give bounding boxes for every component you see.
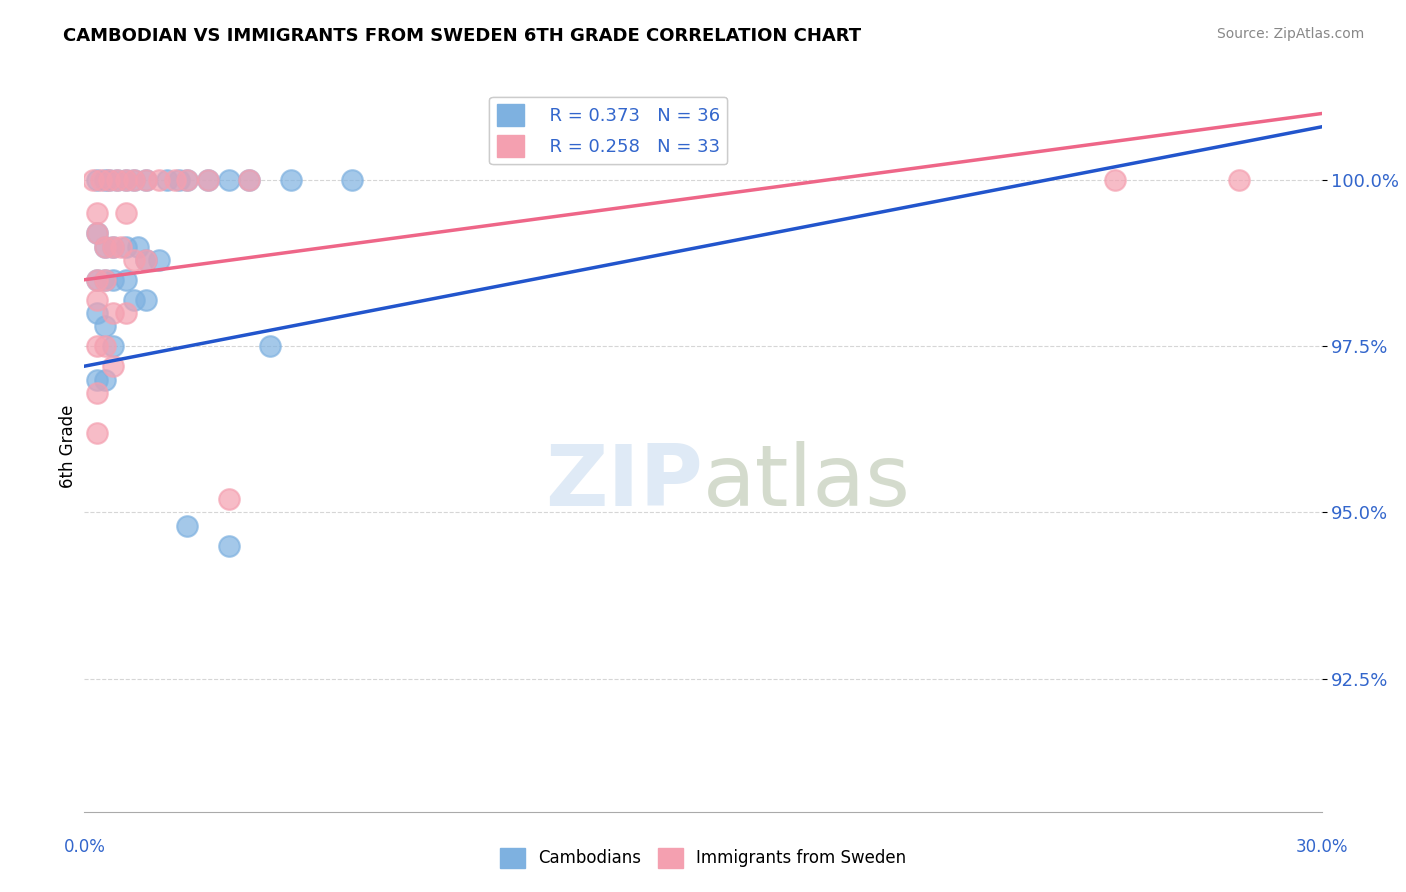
Point <box>98 173 121 187</box>
Point <box>259 339 281 353</box>
Point <box>98 173 121 187</box>
Point <box>110 239 132 253</box>
Point <box>114 206 136 220</box>
Point <box>148 252 170 267</box>
Point <box>114 306 136 320</box>
Point <box>127 239 149 253</box>
Text: CAMBODIAN VS IMMIGRANTS FROM SWEDEN 6TH GRADE CORRELATION CHART: CAMBODIAN VS IMMIGRANTS FROM SWEDEN 6TH … <box>63 27 862 45</box>
Point <box>82 173 104 187</box>
Text: ZIP: ZIP <box>546 441 703 524</box>
Y-axis label: 6th Grade: 6th Grade <box>59 404 77 488</box>
Point <box>94 273 117 287</box>
Point <box>86 385 108 400</box>
Point <box>176 173 198 187</box>
Point <box>103 359 125 374</box>
Point <box>86 226 108 240</box>
Point <box>103 339 125 353</box>
Point <box>86 306 108 320</box>
Point <box>122 173 145 187</box>
Point <box>86 425 108 440</box>
Text: 30.0%: 30.0% <box>1295 838 1348 856</box>
Point <box>1104 173 1126 187</box>
Point <box>165 173 187 187</box>
Text: atlas: atlas <box>703 441 911 524</box>
Point <box>122 252 145 267</box>
Point <box>90 173 112 187</box>
Text: 0.0%: 0.0% <box>63 838 105 856</box>
Point <box>176 173 198 187</box>
Point <box>342 173 364 187</box>
Point <box>86 293 108 307</box>
Point <box>94 319 117 334</box>
Point <box>238 173 260 187</box>
Point <box>218 492 240 507</box>
Point <box>86 273 108 287</box>
Point <box>135 252 157 267</box>
Point <box>280 173 302 187</box>
Point <box>135 173 157 187</box>
Point <box>86 273 108 287</box>
Point <box>94 173 117 187</box>
Point <box>135 173 157 187</box>
Legend: Cambodians, Immigrants from Sweden: Cambodians, Immigrants from Sweden <box>494 841 912 875</box>
Point <box>218 173 240 187</box>
Point <box>156 173 179 187</box>
Point <box>103 239 125 253</box>
Point <box>1227 173 1250 187</box>
Point <box>135 293 157 307</box>
Point <box>122 173 145 187</box>
Point <box>105 173 128 187</box>
Point <box>103 306 125 320</box>
Point <box>94 339 117 353</box>
Point <box>86 226 108 240</box>
Point <box>86 339 108 353</box>
Point <box>197 173 219 187</box>
Point <box>167 173 190 187</box>
Point <box>94 372 117 386</box>
Point <box>114 239 136 253</box>
Text: Source: ZipAtlas.com: Source: ZipAtlas.com <box>1216 27 1364 41</box>
Point <box>103 239 125 253</box>
Point <box>148 173 170 187</box>
Point <box>122 293 145 307</box>
Point <box>135 252 157 267</box>
Point <box>103 273 125 287</box>
Point <box>94 273 117 287</box>
Point <box>114 173 136 187</box>
Point <box>105 173 128 187</box>
Point <box>176 518 198 533</box>
Point <box>86 173 108 187</box>
Point <box>94 239 117 253</box>
Point <box>197 173 219 187</box>
Point <box>114 273 136 287</box>
Point <box>238 173 260 187</box>
Point <box>86 372 108 386</box>
Point <box>114 173 136 187</box>
Point <box>218 539 240 553</box>
Point <box>86 206 108 220</box>
Point <box>94 239 117 253</box>
Legend:   R = 0.373   N = 36,   R = 0.258   N = 33: R = 0.373 N = 36, R = 0.258 N = 33 <box>489 96 727 164</box>
